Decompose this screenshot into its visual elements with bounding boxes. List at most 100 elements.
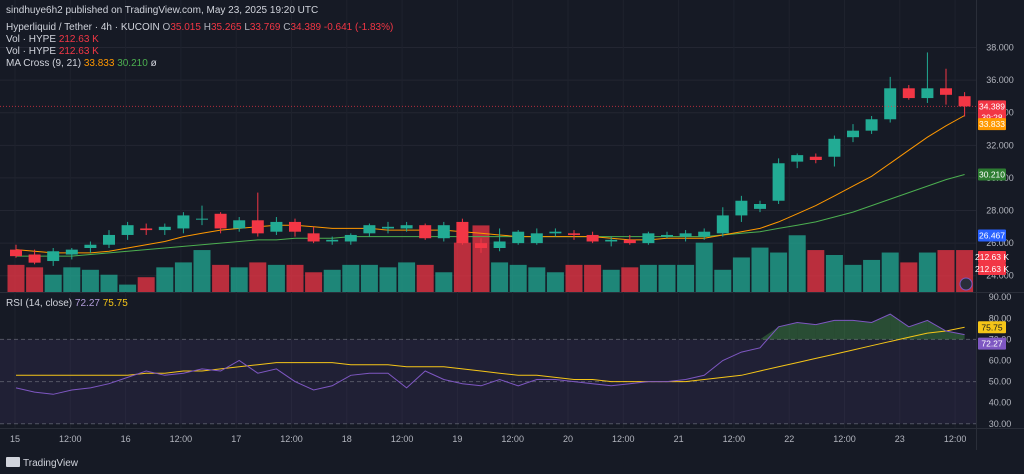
time-tick-label: 18 [342,434,352,444]
candle-body [456,221,469,244]
candle-body [735,200,748,216]
time-tick-label: 12:00 [833,434,856,444]
last-price-label-badge [978,100,1006,113]
volume-bar [81,269,99,292]
ma-fast-label: 33.833 [979,119,1005,129]
volume-bar [937,250,955,292]
candle-body [233,220,246,229]
volume-bar [453,242,471,292]
volume-bar [584,264,602,292]
volume-bar [249,262,267,292]
rsi-ma-badge-label: 75.75 [981,322,1003,332]
volume-bar [360,264,378,292]
footer-brand[interactable]: TradingView [6,457,78,469]
marker-label-badge [978,229,1006,242]
volume-bar [677,264,695,292]
volume-label-1-badge [978,251,1006,263]
volume-bar [212,264,230,292]
volume-bar [7,264,25,292]
tradingview-logo-icon [6,457,20,467]
candle-body [103,234,115,245]
volume-bar [863,259,881,292]
candle-body [847,130,859,138]
rsi-overbought-fill [778,322,798,340]
candle-body [921,88,934,99]
volume-bar [509,264,527,292]
price-tick-label: 36.000 [986,75,1014,85]
volume-bar [416,264,434,292]
candle-body [679,233,692,237]
volume-bar [230,267,248,292]
candle-body [605,239,618,242]
open-label: O [162,22,171,33]
marker-label: 26.467 [979,231,1005,241]
publisher-line: sindhuye6h2 published on TradingView.com… [6,5,318,16]
volume-label: Vol · HYPE [6,46,57,57]
volume-label-2: 212.63 K [975,264,1009,274]
time-tick-label: 23 [895,434,905,444]
volume-label-2-badge [978,263,1006,275]
candle-body [251,220,264,234]
volume-bar [435,272,453,292]
ma-fast-label-badge [978,118,1006,131]
rsi-ma-badge-label-badge [978,321,1006,334]
candle-body [754,204,766,209]
volume-bar [379,267,397,292]
candle-body [121,225,134,235]
rsi-overbought-fill [853,320,872,340]
time-tick-label: 12:00 [170,434,193,444]
candle-body [568,233,580,235]
volume-bar [621,267,639,292]
candle-body [84,244,97,248]
last-price-label: 34.389 [979,101,1005,111]
time-tick-label: 12:00 [723,434,746,444]
candle-body [940,88,952,95]
volume-bar [174,262,192,292]
rsi-overbought-fill [946,330,965,340]
rsi-label: RSI (14, close) [6,298,73,309]
volume-bar [788,235,806,292]
volume-bar [193,250,211,292]
rsi-badge-label-badge [978,337,1006,350]
rsi-tick-label: 90.00 [989,292,1012,302]
candle-body [623,239,636,244]
candle-body [344,234,357,242]
candle-body [828,138,841,157]
candle-body [958,96,971,107]
candle-body [661,234,673,237]
volume-bar [751,247,769,292]
rsi-overbought-fill [834,320,853,340]
rsi-tick-label: 80.00 [989,313,1012,323]
rsi-overbought-fill [890,314,909,340]
candle-body [10,249,22,257]
publisher-text: sindhuye6h2 published on TradingView.com… [6,5,319,16]
ma-fast-line [15,115,965,254]
candle-body [419,225,432,239]
time-tick-label: 17 [231,434,241,444]
candle-body [809,156,822,160]
volume-bar [286,264,304,292]
candle-body [772,163,785,201]
candle-body [270,221,283,232]
candle-body [902,88,915,99]
volume-bar [900,262,918,292]
candle-body [363,225,376,234]
time-tick-label: 22 [784,434,794,444]
ma-extra-value: ø [150,58,157,69]
time-tick-label: 19 [452,434,462,444]
ma-cross-label: MA Cross (9, 21) [6,58,82,69]
rsi-overbought-fill [760,326,779,340]
candle-body [642,233,655,244]
volume-bar [398,262,416,292]
open-value: 35.015 [170,22,201,33]
volume-bar [546,272,564,292]
time-tick-label: 12:00 [612,434,635,444]
rsi-ma-line [16,326,965,383]
time-tick-label: 15 [10,434,20,444]
volume-bar [714,269,732,292]
candle-body [586,234,599,242]
candle-body [791,155,804,162]
time-tick-label: 20 [563,434,573,444]
volume-bar [305,272,323,292]
